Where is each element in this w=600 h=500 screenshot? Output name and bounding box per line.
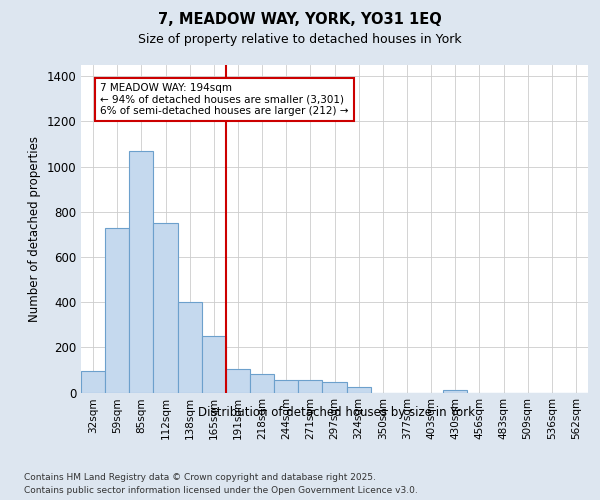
Y-axis label: Number of detached properties: Number of detached properties	[28, 136, 41, 322]
Bar	[202, 336, 226, 392]
Text: 7 MEADOW WAY: 194sqm
← 94% of detached houses are smaller (3,301)
6% of semi-det: 7 MEADOW WAY: 194sqm ← 94% of detached h…	[100, 83, 349, 116]
Bar	[129, 151, 154, 392]
Bar	[274, 380, 298, 392]
Bar	[298, 380, 322, 392]
Bar	[250, 374, 274, 392]
Text: Distribution of detached houses by size in York: Distribution of detached houses by size …	[197, 406, 475, 419]
Bar	[322, 382, 347, 392]
Text: Contains public sector information licensed under the Open Government Licence v3: Contains public sector information licen…	[24, 486, 418, 495]
Text: Contains HM Land Registry data © Crown copyright and database right 2025.: Contains HM Land Registry data © Crown c…	[24, 472, 376, 482]
Bar	[347, 387, 371, 392]
Bar	[105, 228, 129, 392]
Bar	[81, 371, 105, 392]
Bar	[178, 302, 202, 392]
Text: 7, MEADOW WAY, YORK, YO31 1EQ: 7, MEADOW WAY, YORK, YO31 1EQ	[158, 12, 442, 28]
Bar	[443, 390, 467, 392]
Text: Size of property relative to detached houses in York: Size of property relative to detached ho…	[138, 32, 462, 46]
Bar	[226, 369, 250, 392]
Bar	[154, 223, 178, 392]
